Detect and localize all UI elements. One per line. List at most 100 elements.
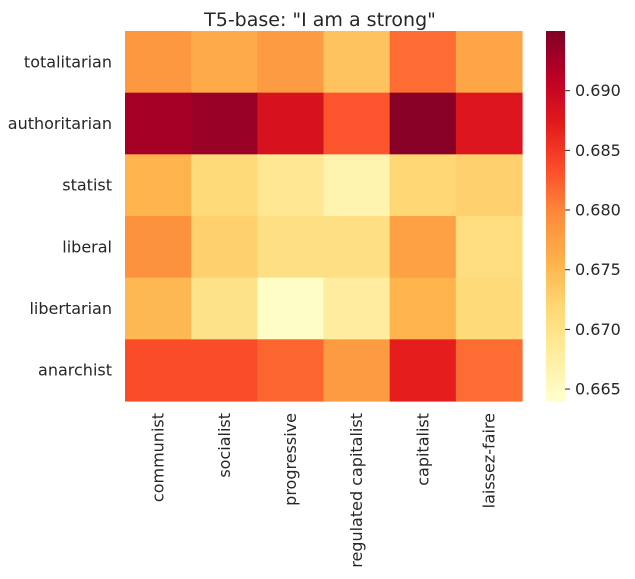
- heatmap-cell: [323, 154, 391, 217]
- heatmap-cell: [191, 31, 258, 94]
- colorbar-tick-label: 0.680: [575, 201, 621, 220]
- colorbar-segment: [546, 271, 565, 276]
- colorbar-segment: [546, 179, 565, 183]
- colorbar-segment: [546, 342, 565, 346]
- colorbar-segment: [546, 243, 565, 248]
- colorbar-segment: [546, 280, 565, 285]
- colorbar-segment: [546, 71, 565, 75]
- colorbar-tick-label: 0.685: [575, 141, 621, 160]
- colorbar-segment: [546, 111, 565, 115]
- colorbar-segment: [546, 314, 565, 319]
- colorbar-segment: [546, 212, 565, 217]
- heatmap-cell: [191, 216, 258, 279]
- colorbar-segment: [546, 52, 565, 57]
- column-tick-label: laissez-faire: [479, 413, 498, 508]
- colorbar-segment: [546, 373, 565, 377]
- colorbar-segment: [546, 49, 565, 54]
- colorbar-segment: [546, 323, 565, 328]
- colorbar-segment: [546, 68, 565, 72]
- colorbar-segment: [546, 191, 565, 195]
- colorbar-segment: [546, 157, 565, 161]
- colorbar-segment: [546, 101, 565, 106]
- heatmap-cell: [125, 154, 192, 217]
- chart-title: T5-base: "I am a strong": [203, 9, 436, 31]
- colorbar-segment: [546, 142, 565, 146]
- colorbar-segment: [546, 163, 565, 168]
- heatmap-cell: [389, 216, 457, 279]
- colorbar-segment: [546, 391, 565, 396]
- colorbar-tick-label: 0.690: [575, 81, 621, 100]
- colorbar-segment: [546, 145, 565, 149]
- row-tick-label: statist: [62, 176, 112, 195]
- colorbar-segment: [546, 197, 565, 202]
- colorbar-segment: [546, 231, 565, 235]
- colorbar-segment: [546, 40, 565, 44]
- heatmap-cell: [389, 154, 457, 217]
- heatmap-cell: [455, 277, 523, 340]
- row-tick-label: anarchist: [38, 361, 112, 380]
- colorbar-segment: [546, 188, 565, 192]
- colorbar-segment: [546, 37, 565, 41]
- colorbar-segment: [546, 327, 565, 331]
- colorbar-segment: [546, 336, 565, 340]
- colorbar-segment: [546, 74, 565, 78]
- colorbar-segment: [546, 31, 565, 35]
- colorbar-segment: [546, 290, 565, 294]
- heatmap-cell: [125, 277, 192, 340]
- colorbar-segment: [546, 200, 565, 205]
- colorbar-segment: [546, 209, 565, 214]
- colorbar-segment: [546, 126, 565, 131]
- colorbar-segment: [546, 382, 565, 387]
- colorbar-segment: [546, 206, 565, 211]
- heatmap-cell: [323, 216, 391, 279]
- colorbar-segment: [546, 253, 565, 257]
- colorbar-segment: [546, 222, 565, 226]
- colorbar-segment: [546, 98, 565, 103]
- colorbar-segment: [546, 83, 565, 87]
- heatmap-cell: [323, 31, 391, 94]
- colorbar-segment: [546, 333, 565, 337]
- colorbar-segment: [546, 394, 565, 399]
- colorbar-segment: [546, 339, 565, 343]
- colorbar-segment: [546, 43, 565, 47]
- colorbar-segment: [546, 237, 565, 242]
- heatmap-cell: [257, 277, 325, 340]
- colorbar-tick-label: 0.675: [575, 260, 621, 279]
- colorbar-segment: [546, 308, 565, 313]
- heatmap-cell: [191, 277, 258, 340]
- heatmap-cell: [455, 31, 523, 94]
- colorbar-segment: [546, 305, 565, 309]
- colorbar-segment: [546, 240, 565, 245]
- colorbar-segment: [546, 277, 565, 282]
- colorbar-segment: [546, 138, 565, 143]
- heatmap-cell: [455, 216, 523, 279]
- colorbar-segment: [546, 129, 565, 134]
- heatmap-cell: [389, 339, 457, 402]
- colorbar-segment: [546, 234, 565, 239]
- colorbar-segment: [546, 370, 565, 374]
- heatmap-cell: [125, 31, 192, 94]
- colorbar-segment: [546, 132, 565, 137]
- heatmap-cell: [125, 216, 192, 279]
- colorbar-segment: [546, 89, 565, 94]
- colorbar-segment: [546, 228, 565, 232]
- colorbar-segment: [546, 194, 565, 198]
- colorbar-segment: [546, 299, 565, 303]
- colorbar-tick-label: 0.665: [575, 380, 621, 399]
- colorbar-segment: [546, 86, 565, 91]
- colorbar-segment: [546, 268, 565, 272]
- heatmap-cell: [455, 339, 523, 402]
- colorbar-segment: [546, 61, 565, 66]
- colorbar-segment: [546, 46, 565, 50]
- colorbar-segment: [546, 219, 565, 223]
- colorbar-segment: [546, 311, 565, 316]
- colorbar-segment: [546, 117, 565, 121]
- colorbar-segment: [546, 293, 565, 297]
- heatmap-cell: [455, 92, 523, 155]
- column-tick-label: regulated capitalist: [347, 413, 366, 568]
- heatmap-cell: [257, 339, 325, 402]
- colorbar-segment: [546, 259, 565, 263]
- colorbar-segment: [546, 249, 565, 254]
- colorbar-segment: [546, 262, 565, 266]
